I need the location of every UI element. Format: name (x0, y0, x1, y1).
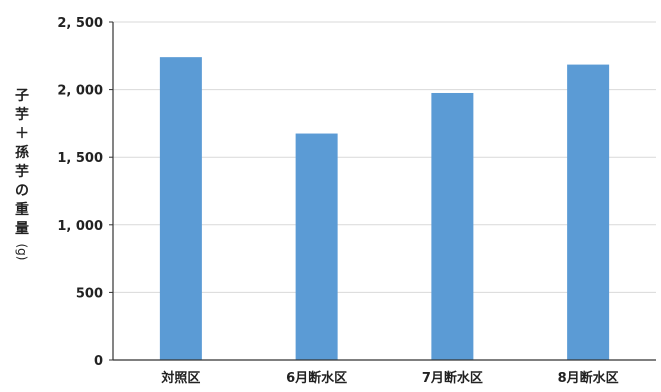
y-tick-labels: 0 500 1, 000 1, 500 2, 000 2, 500 (57, 16, 103, 369)
bar (567, 64, 610, 360)
y-axis-label-char: 芋 (15, 163, 29, 180)
y-axis-label-char: 子 (15, 88, 29, 104)
y-tick-label: 0 (94, 354, 103, 369)
y-axis-label-char: 量 (15, 221, 29, 237)
gridlines (113, 21, 656, 293)
bar (159, 57, 202, 360)
bar (295, 133, 338, 360)
x-category-label: 8月断水区 (558, 370, 619, 386)
x-category-label: 6月断水区 (286, 370, 347, 386)
y-tick-label: 2, 500 (57, 16, 103, 31)
x-category-label: 7月断水区 (422, 370, 483, 386)
y-axis-label-char: ＋ (15, 126, 29, 142)
y-axis-label-char: の (15, 183, 29, 199)
y-tick-label: 500 (76, 286, 103, 301)
x-category-labels: 対照区 6月断水区 7月断水区 8月断水区 (160, 370, 618, 386)
x-category-label: 対照区 (160, 370, 200, 386)
y-axis-unit: (g) (15, 244, 29, 261)
y-axis-label-char: 重 (15, 201, 29, 218)
bars (159, 57, 610, 360)
y-tick-label: 1, 000 (57, 219, 103, 234)
y-tick-label: 1, 500 (57, 151, 103, 166)
y-axis-label-char: 孫 (15, 144, 29, 161)
axes (109, 21, 656, 361)
y-axis-label-char: 芋 (15, 106, 29, 123)
bar (431, 92, 474, 360)
y-tick-label: 2, 000 (57, 84, 103, 99)
